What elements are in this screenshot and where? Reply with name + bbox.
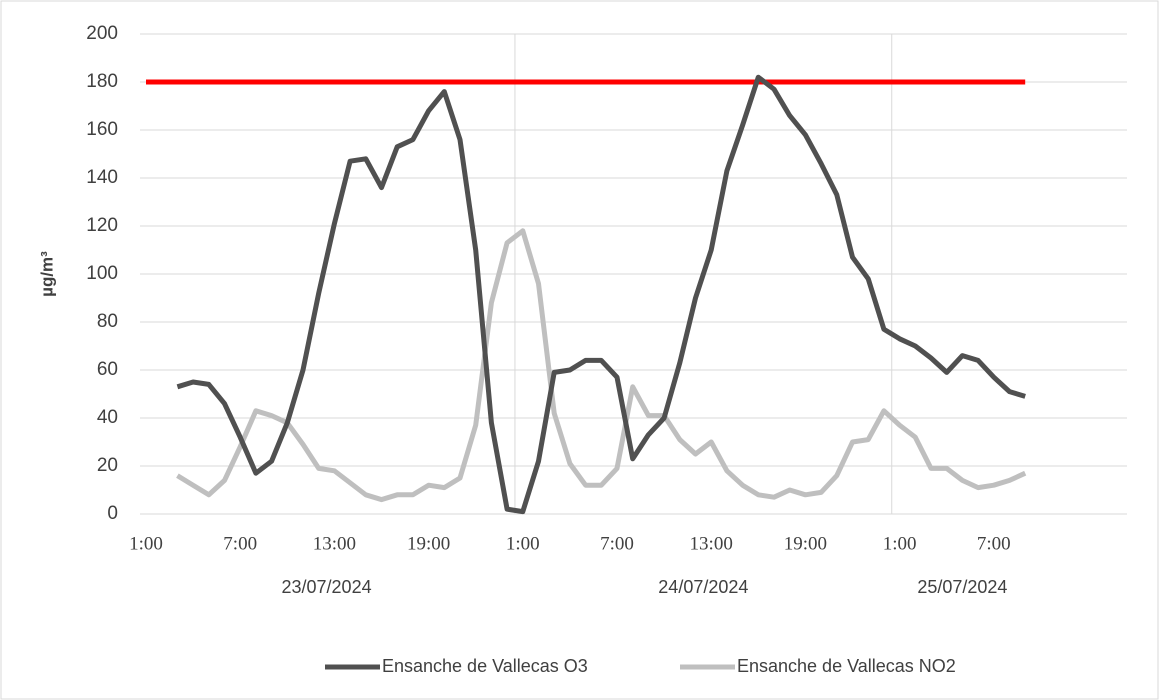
y-tick-label: 180: [86, 71, 118, 92]
x-tick-label: 1:00: [506, 533, 540, 554]
x-tick-label: 1:00: [129, 533, 163, 554]
x-tick-label: 7:00: [977, 533, 1011, 554]
y-tick-label: 100: [86, 263, 118, 284]
x-group-label: 23/07/2024: [282, 577, 372, 597]
y-tick-label: 0: [107, 503, 118, 524]
x-tick-label: 7:00: [223, 533, 257, 554]
y-tick-label: 60: [97, 359, 118, 380]
legend-label: Ensanche de Vallecas NO2: [737, 656, 956, 676]
x-tick-label: 19:00: [407, 533, 450, 554]
x-tick-label: 1:00: [883, 533, 917, 554]
x-tick-label: 7:00: [600, 533, 634, 554]
y-tick-label: 20: [97, 455, 118, 476]
x-group-label: 24/07/2024: [658, 577, 748, 597]
y-axis-label: µg/m³: [37, 251, 56, 297]
y-tick-label: 140: [86, 167, 118, 188]
series-line: [176, 228, 1027, 503]
y-tick-label: 200: [86, 23, 118, 44]
y-tick-label: 160: [86, 119, 118, 140]
x-group-label: 25/07/2024: [917, 577, 1007, 597]
y-tick-label: 80: [97, 311, 118, 332]
x-tick-label: 19:00: [784, 533, 827, 554]
series-line: [176, 74, 1026, 515]
x-tick-label: 13:00: [313, 533, 356, 554]
legend-label: Ensanche de Vallecas O3: [382, 656, 588, 676]
y-tick-label: 40: [97, 407, 118, 428]
x-tick-label: 13:00: [690, 533, 733, 554]
y-tick-label: 120: [86, 215, 118, 236]
